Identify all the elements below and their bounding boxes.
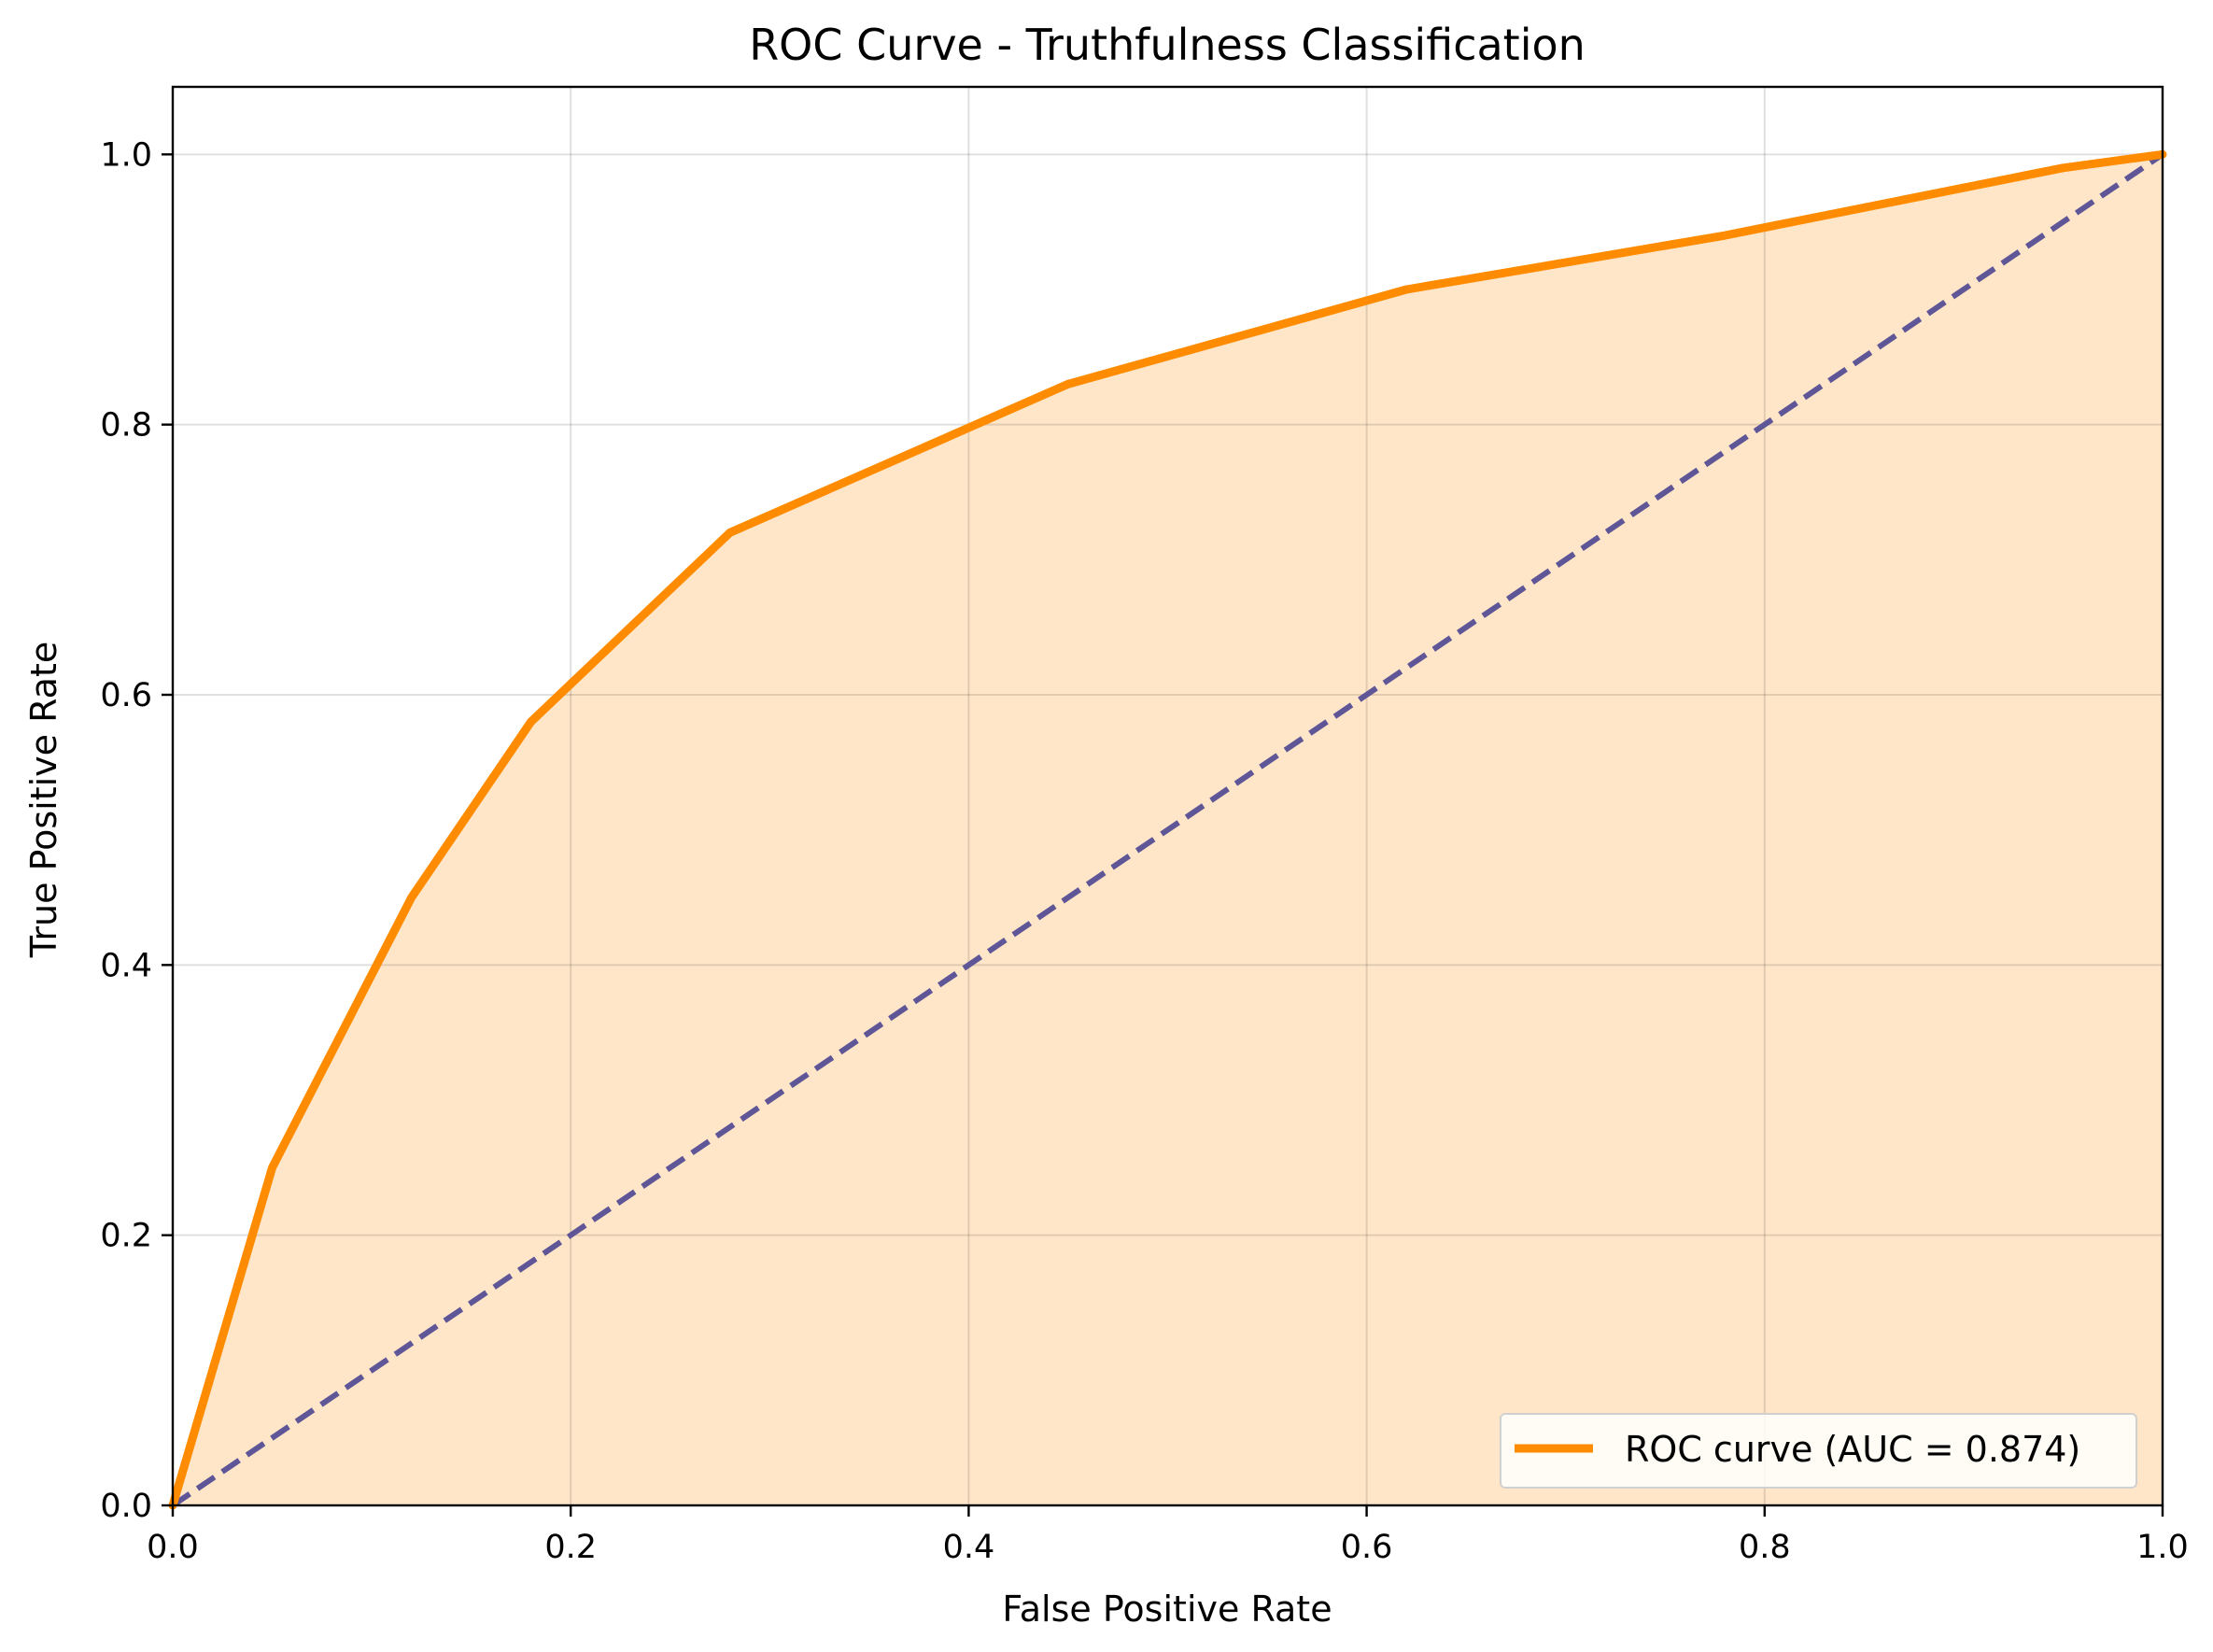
y-tick-label: 0.6 xyxy=(100,677,152,714)
y-axis-label: True Positive Rate xyxy=(23,642,64,959)
y-tick-label: 0.0 xyxy=(100,1488,152,1525)
y-tick-label: 1.0 xyxy=(100,136,152,174)
y-tick-label: 0.2 xyxy=(100,1218,152,1255)
x-tick-label: 1.0 xyxy=(2136,1529,2189,1566)
y-tick-label: 0.8 xyxy=(100,407,152,445)
x-tick-label: 0.8 xyxy=(1739,1529,1791,1566)
legend-box xyxy=(1500,1413,2137,1489)
axes-frame xyxy=(171,85,2164,1507)
x-axis-ticks: 0.0 0.2 0.4 0.6 0.8 1.0 xyxy=(147,1505,2189,1566)
x-tick-label: 0.4 xyxy=(943,1529,995,1566)
chart-title: ROC Curve - Truthfulness Classification xyxy=(749,20,1586,70)
x-tick-label: 0.2 xyxy=(544,1529,597,1566)
random-classifier-diagonal-line xyxy=(171,151,2164,1508)
roc-curve-line xyxy=(168,149,2167,1510)
x-axis-label: False Positive Rate xyxy=(1002,1588,1332,1630)
series-layer xyxy=(168,149,2167,1510)
legend: ROC curve (AUC = 0.874) xyxy=(1500,1413,2137,1489)
y-axis-ticks: 0.0 0.2 0.4 0.6 0.8 1.0 xyxy=(100,136,173,1525)
plot-area xyxy=(168,85,2167,1510)
y-tick-label: 0.4 xyxy=(100,947,152,984)
legend-label-roc: ROC curve (AUC = 0.874) xyxy=(1625,1429,2080,1470)
x-tick-label: 0.6 xyxy=(1341,1529,1393,1566)
x-tick-label: 0.0 xyxy=(147,1529,199,1566)
